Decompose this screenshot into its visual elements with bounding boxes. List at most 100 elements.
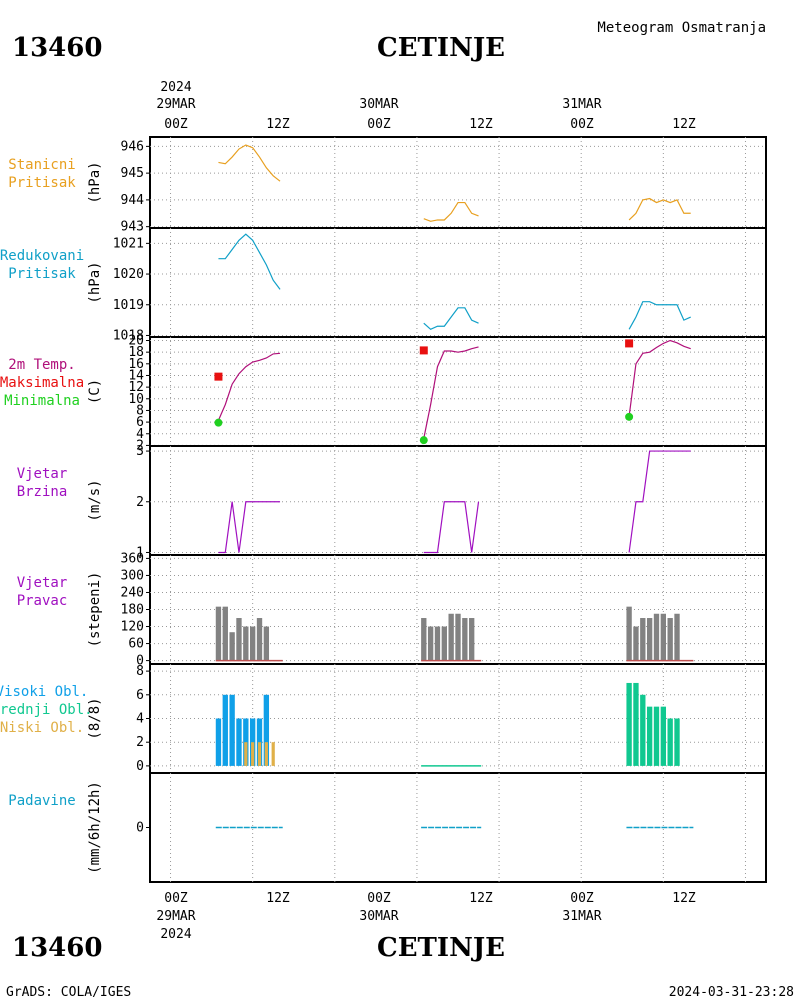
clouds-panel: 0 2 4 6 8 (8/8)Visoki Obl. Srednji Obl. Niski O… [0,663,767,774]
station-id-bottom: 13460 [12,933,102,963]
wind_dir-ytick-label: 240 [121,585,144,600]
bottom-axis-hour-2: 12Z [266,891,290,906]
top-axis-hour-1: 00Z [164,117,188,132]
mid-cloud-bar [646,706,653,766]
reduced_pressure-ytick-label: 1020 [113,267,144,282]
wind-dir-bar [263,626,270,661]
mid-cloud-bar [660,706,667,766]
temperature-ytick-label: 20 [128,333,144,348]
high-cloud-bar [236,718,242,766]
wind_speed-frame [149,445,767,556]
wind-dir-bar [249,626,256,661]
wind_dir-ytick-label: 120 [121,620,144,635]
temperature-ytick-label: 8 [136,403,144,418]
reduced_pressure-ytick-label: 1021 [113,236,144,251]
precip-panel: 0 (mm/6h/12h) Padavine [8,772,767,883]
station_pressure-ytick-label: 946 [121,139,144,154]
wind-dir-bar [660,613,667,661]
wind-dir-bar [215,606,222,661]
clouds-label-line-1: Srednji Obl. [0,702,93,718]
station-name-bottom: CETINJE [377,933,505,963]
wind_speed-series-0 [218,501,281,554]
wind-dir-bar [256,618,263,661]
high-cloud-bar [215,718,222,766]
station_pressure-series-2 [628,197,691,221]
top-axis-hour-3: 00Z [367,117,391,132]
wind-dir-bar [667,618,673,661]
station_pressure-panel: 946 945 944 943 (hPa) Stanicni Pritisak [8,136,767,235]
high-cloud-bar [229,694,235,766]
mid-cloud-bar [626,682,632,766]
footer-timestamp: 2024-03-31-23:28 [669,985,794,1000]
wind-dir-bar [236,618,242,661]
temperature-series-0 [217,352,281,421]
top-axis-date-1: 29MAR [156,97,195,112]
tmin-marker-1 [419,436,428,445]
wind-dir-bar [434,626,441,661]
bottom-axis-date-2: 30MAR [359,909,398,924]
station-id-top: 13460 [12,33,102,63]
reduced_pressure-label-line-0: Redukovani [0,248,84,264]
wind_dir-ytick-label: 360 [121,551,144,566]
wind-dir-bar [229,632,235,661]
reduced_pressure-frame [149,227,767,338]
high-cloud-bar [263,694,270,766]
temperature-ytick-label: 18 [128,345,144,360]
reduced_pressure-series-0 [218,233,281,290]
bottom-axis-date-3: 31MAR [562,909,601,924]
reduced_pressure-series-1 [423,307,479,331]
top-axis-hour-2: 12Z [266,117,290,132]
clouds-unit: (8/8) [87,697,103,739]
low-cloud-bar [271,742,275,766]
meteogram-title: Meteogram Osmatranja [597,20,766,36]
clouds-ytick-label: 6 [136,688,144,703]
temperature-ytick-label: 4 [136,427,144,442]
wind_dir-unit: (stepeni) [87,572,103,648]
temperature-unit: (C) [87,379,103,404]
clouds-ytick-label: 2 [136,735,144,750]
precip-ytick-label: 0 [136,821,144,836]
tmax-marker-1 [419,346,428,355]
mid-cloud-bar [633,682,639,766]
wind_dir-ytick-label: 0 [136,654,144,669]
temperature-ytick-label: 14 [128,368,144,383]
wind_dir-ytick-label: 180 [121,603,144,618]
clouds-ytick-label: 4 [136,712,144,727]
wind_dir-ytick-label: 300 [121,568,144,583]
temperature-ytick-label: 16 [128,357,144,372]
bottom-axis-hour-4: 12Z [469,891,493,906]
bottom-axis-hour-6: 12Z [672,891,696,906]
wind-dir-bar [646,618,653,661]
low-cloud-bar [251,742,255,766]
wind-dir-bar [448,613,454,661]
wind-dir-bar [462,618,468,661]
wind_speed-unit: (m/s) [87,479,103,521]
temperature-ytick-label: 2 [136,438,144,453]
temperature-frame [149,336,767,447]
top-axis-year: 2024 [160,80,191,95]
bottom-axis-hour-1: 00Z [164,891,188,906]
station_pressure-frame [149,136,767,229]
low-cloud-bar [264,742,268,766]
mid-cloud-bar [667,718,673,766]
panels-group: 946945944943(hPa)StanicniPritisak1021102… [0,136,767,883]
station_pressure-ytick-label: 943 [121,220,144,235]
precip-unit: (mm/6h/12h) [87,781,103,874]
wind-dir-bar [243,626,249,661]
temperature-label-line-1: Maksimalna [0,375,84,391]
wind-dir-bar [626,606,632,661]
bottom-axis-date-1: 29MAR [156,909,195,924]
wind-dir-bar [455,613,461,661]
wind-dir-bar [441,626,447,661]
reduced_pressure-label-line-1: Pritisak [8,266,76,282]
top-axis-hour-4: 12Z [469,117,493,132]
temperature-ytick-label: 6 [136,415,144,430]
mid-cloud-bar [674,718,680,766]
tmax-marker-0 [214,372,223,381]
tmax-marker-2 [625,339,634,348]
mid-cloud-bar [640,694,646,766]
station_pressure-ytick-label: 944 [121,193,145,208]
temperature-label-line-0: 2m Temp. [8,357,75,373]
